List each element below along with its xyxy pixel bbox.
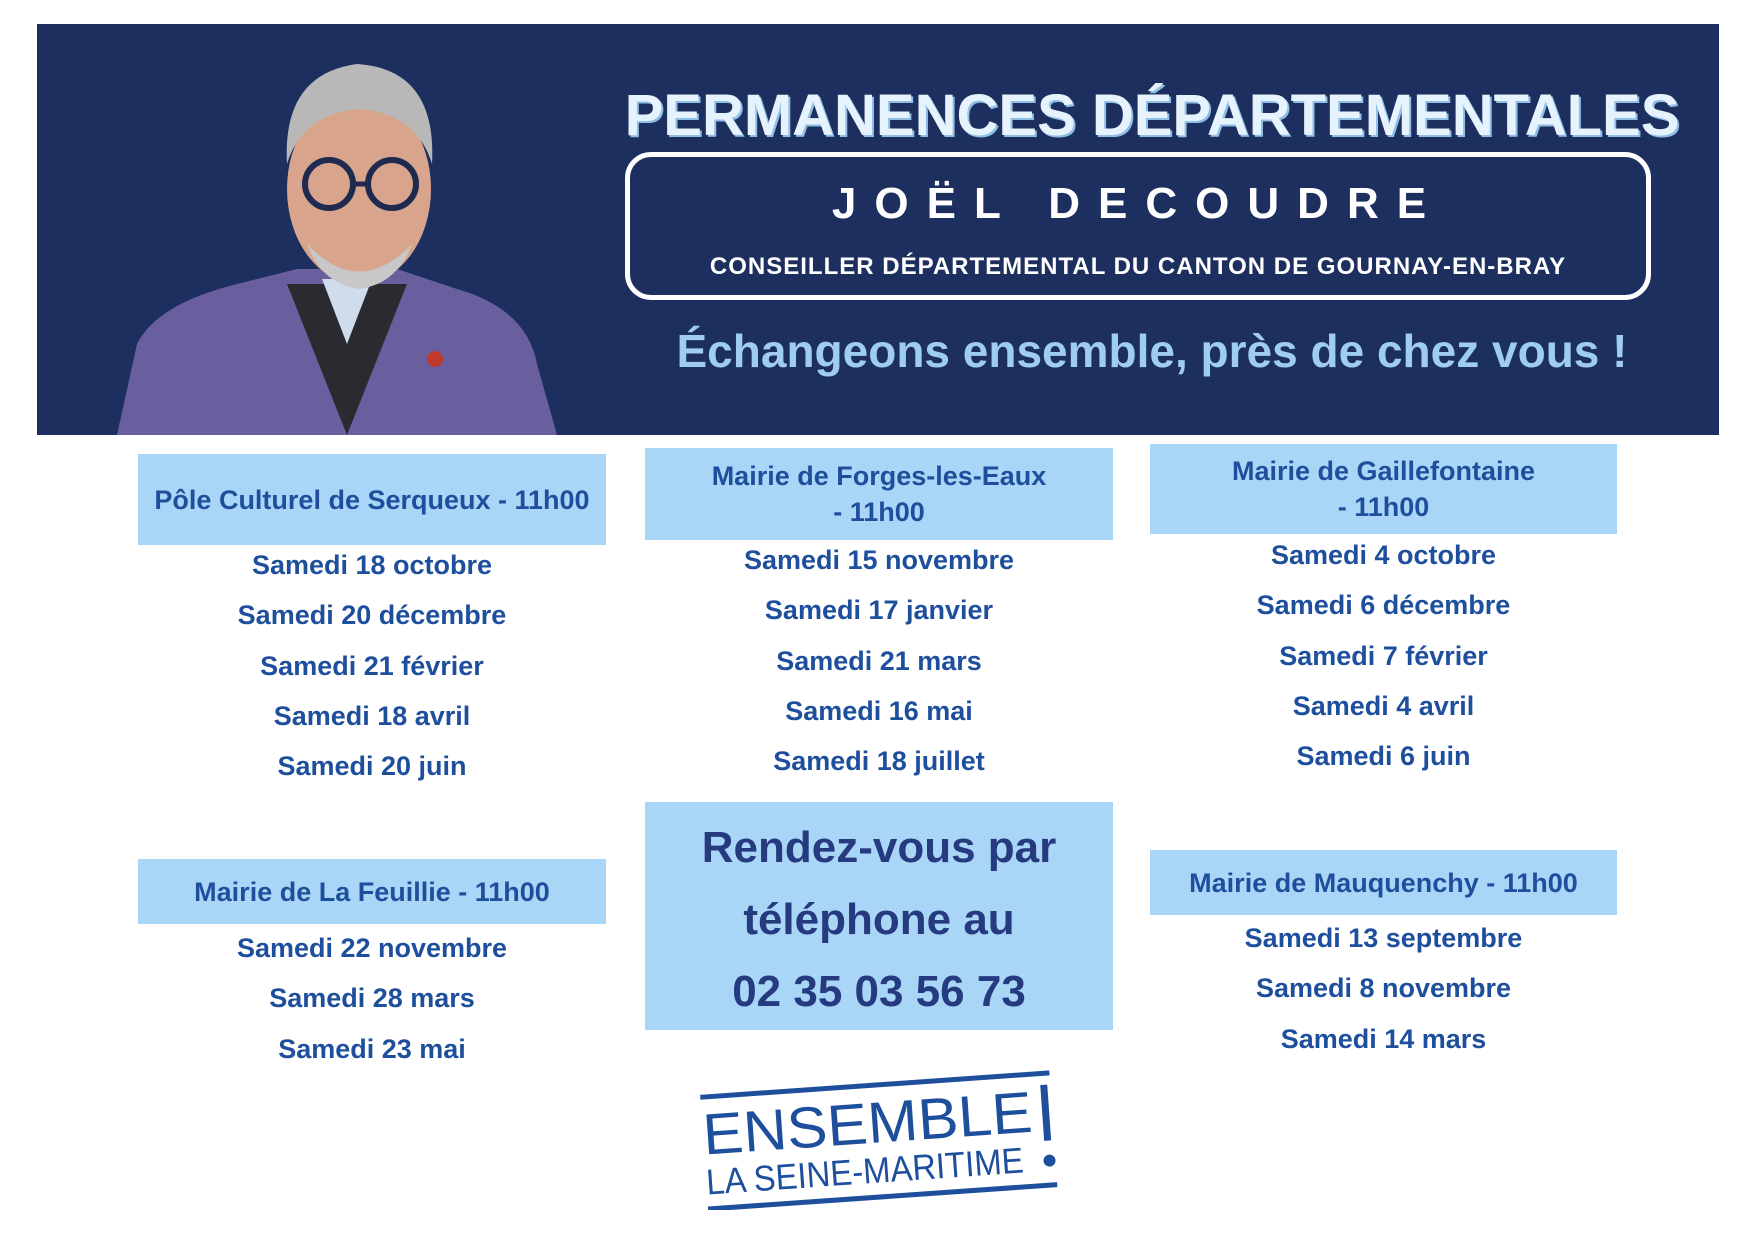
session-place-forges: Mairie de Forges-les-Eaux - 11h00 — [645, 448, 1113, 540]
date-item: Samedi 21 février — [260, 650, 484, 681]
date-item: Samedi 16 mai — [785, 695, 973, 726]
date-item: Samedi 15 novembre — [743, 545, 1015, 575]
date-item: Samedi 22 novembre — [236, 933, 508, 963]
councillor-name: JOËL DECOUDRE — [831, 179, 1445, 228]
ensemble-seine-maritime-logo: ENSEMBLE LA SEINE-MARITIME — [700, 1070, 1058, 1210]
date-item: Samedi 8 novembre — [1255, 973, 1512, 1004]
session-dates-forges: Samedi 15 novembre Samedi 17 janvier Sam… — [645, 535, 1113, 786]
phone-appointment-box: Rendez-vous par téléphone au 02 35 03 56… — [645, 802, 1113, 1030]
date-item: Samedi 4 avril — [1292, 690, 1475, 721]
date-item: Samedi 21 mars — [776, 645, 982, 676]
date-item: Samedi 18 juillet — [773, 746, 985, 777]
date-item: Samedi 7 février — [1279, 640, 1488, 671]
date-item: Samedi 18 octobre — [251, 550, 493, 580]
date-item: Samedi 17 janvier — [764, 595, 994, 626]
session-place-la-feuillie: Mairie de La Feuillie - 11h00 — [138, 859, 606, 924]
session-place-serqueux: Pôle Culturel de Serqueux - 11h00 — [138, 454, 606, 545]
session-dates-mauquenchy: Samedi 13 septembre Samedi 8 novembre Sa… — [1150, 913, 1617, 1064]
date-item: Samedi 18 avril — [273, 700, 471, 731]
session-place-mauquenchy: Mairie de Mauquenchy - 11h00 — [1150, 850, 1617, 915]
session-dates-la-feuillie: Samedi 22 novembre Samedi 28 mars Samedi… — [138, 923, 606, 1074]
date-item: Samedi 6 juin — [1296, 741, 1471, 772]
phone-line-2: téléphone au — [743, 895, 1015, 944]
date-item: Samedi 20 décembre — [237, 600, 507, 631]
date-item: Samedi 23 mai — [278, 1033, 466, 1064]
date-item: Samedi 13 septembre — [1244, 923, 1523, 953]
date-item: Samedi 4 octobre — [1270, 540, 1497, 570]
portrait-photo — [117, 64, 557, 435]
date-item: Samedi 28 mars — [269, 983, 475, 1014]
page-title: PERMANENCES DÉPARTEMENTALES — [624, 83, 1680, 148]
date-item: Samedi 14 mars — [1280, 1023, 1487, 1054]
date-item: Samedi 20 juin — [277, 751, 467, 782]
tagline: Échangeons ensemble, près de chez vous ! — [676, 325, 1628, 377]
header-banner: PERMANENCES DÉPARTEMENTALES JOËL DECOUDR… — [37, 24, 1719, 435]
phone-number[interactable]: 02 35 03 56 73 — [732, 967, 1026, 1016]
session-dates-gaillefontaine: Samedi 4 octobre Samedi 6 décembre Samed… — [1150, 530, 1617, 781]
councillor-role: CONSEILLER DÉPARTEMENTAL DU CANTON DE GO… — [709, 253, 1567, 280]
session-dates-serqueux: Samedi 18 octobre Samedi 20 décembre Sam… — [138, 540, 606, 791]
phone-line-1: Rendez-vous par — [701, 823, 1057, 872]
session-place-gaillefontaine: Mairie de Gaillefontaine - 11h00 — [1150, 444, 1617, 534]
name-frame: JOËL DECOUDRE CONSEILLER DÉPARTEMENTAL D… — [625, 152, 1651, 300]
date-item: Samedi 6 décembre — [1256, 590, 1511, 621]
